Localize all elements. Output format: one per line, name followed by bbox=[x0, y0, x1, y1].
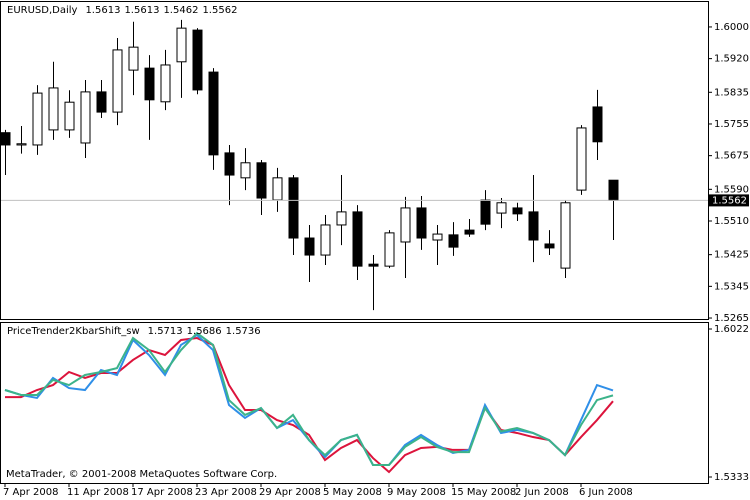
candle-body bbox=[480, 199, 491, 225]
candle-body bbox=[304, 237, 315, 256]
y-tick-label: 1.5345 bbox=[714, 281, 749, 292]
indicator-panel-frame bbox=[0, 322, 709, 484]
x-tick-label: 29 Apr 2008 bbox=[259, 487, 321, 498]
y-tick-label: 1.5265 bbox=[714, 313, 749, 324]
title-value: 1.5686 bbox=[187, 326, 222, 337]
y-tick-label: 1.5675 bbox=[714, 151, 749, 162]
candle-body bbox=[336, 211, 347, 226]
candle-body bbox=[368, 263, 379, 267]
x-tick-label: 15 May 2008 bbox=[451, 487, 516, 498]
candle-body bbox=[112, 49, 123, 113]
copyright-note: MetaTrader, © 2001-2008 MetaQuotes Softw… bbox=[6, 469, 277, 480]
candle-body bbox=[256, 162, 267, 199]
y-tick-label: 1.5920 bbox=[714, 54, 749, 65]
y-tick-label: 1.5333 bbox=[714, 472, 749, 483]
candle-body bbox=[608, 179, 619, 201]
candle-body bbox=[528, 211, 539, 241]
title-value: 1.5462 bbox=[163, 5, 198, 16]
candle-body bbox=[64, 101, 75, 131]
candle-body bbox=[272, 177, 283, 201]
plot-layer bbox=[0, 19, 708, 474]
title-value: 1.5613 bbox=[85, 5, 120, 16]
x-tick-label: 6 Jun 2008 bbox=[579, 487, 633, 498]
candle-body bbox=[96, 91, 107, 113]
candle-body bbox=[16, 143, 27, 146]
title-value: 1.5613 bbox=[124, 5, 159, 16]
candle-body bbox=[400, 207, 411, 243]
title-name: PriceTrender2KbarShift_sw bbox=[7, 326, 140, 337]
title-name: EURUSD,Daily bbox=[7, 5, 78, 16]
candle-body bbox=[432, 233, 443, 241]
candle-body bbox=[128, 46, 139, 71]
x-tick-label: 11 Apr 2008 bbox=[67, 487, 129, 498]
x-tick-label: 7 Apr 2008 bbox=[3, 487, 58, 498]
candle-body bbox=[48, 87, 59, 131]
y-tick-label: 1.6000 bbox=[714, 22, 749, 33]
indicator-line bbox=[4, 331, 614, 466]
candle-body bbox=[544, 243, 555, 249]
candle-body bbox=[560, 202, 571, 269]
candle-body bbox=[512, 207, 523, 215]
y-tick-label: 1.5755 bbox=[714, 119, 749, 130]
candle-body bbox=[576, 127, 587, 191]
candle-body bbox=[240, 162, 251, 179]
x-tick-label: 9 May 2008 bbox=[387, 487, 446, 498]
candle-body bbox=[32, 92, 43, 146]
x-tick-label: 23 Apr 2008 bbox=[195, 487, 257, 498]
candle-body bbox=[464, 229, 475, 235]
candle-body bbox=[448, 234, 459, 248]
candle-body bbox=[416, 207, 427, 239]
y-tick-label: 1.5835 bbox=[714, 87, 749, 98]
panel-title: EURUSD,Daily 1.5613 1.5613 1.5462 1.5562 bbox=[7, 5, 237, 16]
y-tick-label: 1.6022 bbox=[714, 324, 749, 335]
candle-body bbox=[192, 29, 203, 91]
price-label-box bbox=[709, 194, 749, 207]
y-tick-label: 1.5510 bbox=[714, 216, 749, 227]
candle-body bbox=[208, 71, 219, 156]
candle-body bbox=[144, 67, 155, 101]
x-tick-label: 2 Jun 2008 bbox=[515, 487, 569, 498]
candle-body bbox=[80, 91, 91, 144]
main-panel-frame bbox=[0, 1, 709, 320]
candle-body bbox=[592, 106, 603, 143]
candle-body bbox=[224, 152, 235, 176]
label-layer: 7 Apr 2008 11 Apr 2008 17 Apr 2008 23 Apr 2… bbox=[3, 5, 749, 498]
x-tick-label: 17 Apr 2008 bbox=[131, 487, 193, 498]
x-tick-label: 5 May 2008 bbox=[323, 487, 382, 498]
candle-body bbox=[352, 211, 363, 267]
title-value: 1.5562 bbox=[202, 5, 237, 16]
candle-body bbox=[384, 232, 395, 267]
candle-body bbox=[0, 132, 11, 146]
title-value: 1.5736 bbox=[226, 326, 261, 337]
candle-body bbox=[320, 224, 331, 256]
y-tick-label: 1.5590 bbox=[714, 184, 749, 195]
candle-body bbox=[288, 177, 299, 239]
y-tick-label: 1.5425 bbox=[714, 250, 749, 261]
candle-body bbox=[176, 27, 187, 63]
candle-body bbox=[160, 64, 171, 103]
panel-title: PriceTrender2KbarShift_sw 1.5713 1.5686 1.5… bbox=[7, 326, 261, 337]
price-label: 1.5562 bbox=[712, 195, 747, 206]
candle-body bbox=[496, 202, 507, 214]
title-value: 1.5713 bbox=[148, 326, 183, 337]
